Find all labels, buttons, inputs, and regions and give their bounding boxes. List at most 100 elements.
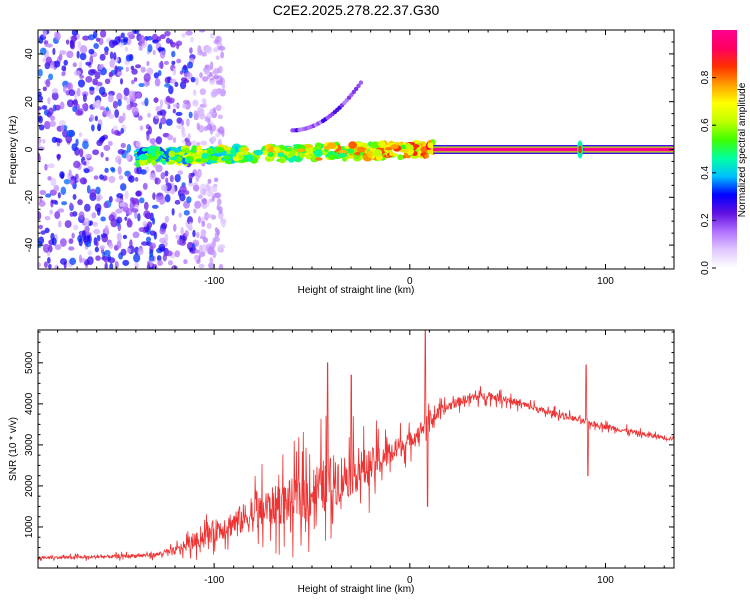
noise-blob (83, 168, 90, 174)
noise-blob (51, 237, 57, 246)
snr-series-line (38, 330, 674, 562)
signal-blob (273, 146, 281, 153)
noise-blob (214, 88, 223, 95)
spectrogram-y-tick-label: 0 (24, 146, 35, 152)
noise-blob (164, 30, 171, 37)
noise-blob (92, 149, 100, 156)
noise-blob (182, 103, 188, 109)
noise-blob (213, 177, 219, 183)
noise-blob (65, 39, 70, 45)
noise-blob (108, 241, 114, 249)
noise-blob (79, 148, 84, 158)
noise-blob (57, 220, 62, 228)
noise-blob (160, 172, 166, 180)
signal-blob (207, 159, 218, 164)
noise-blob (49, 209, 54, 215)
signal-blob (410, 155, 419, 159)
noise-blob (169, 78, 177, 84)
signal-blob (303, 144, 313, 149)
noise-blob (214, 192, 222, 199)
noise-blob (99, 245, 106, 250)
noise-blob (123, 95, 128, 101)
colorbar: 0.0 0.2 0.4 0.6 0.8 Normalized spectral ampl… (700, 30, 748, 275)
noise-blob (172, 137, 177, 143)
noise-blob (192, 100, 199, 107)
signal-blob (209, 155, 219, 161)
noise-blob (52, 88, 59, 94)
noise-blob (53, 60, 61, 68)
noise-blob (152, 192, 156, 200)
signal-blob (215, 146, 225, 153)
noise-blob (118, 42, 125, 47)
colorbar-ticks: 0.0 0.2 0.4 0.6 0.8 (700, 70, 716, 275)
noise-blob (175, 111, 183, 117)
noise-blob (188, 172, 193, 181)
trail-blob (356, 83, 361, 89)
noise-blob (182, 99, 190, 105)
noise-blob (61, 71, 66, 77)
noise-blob (69, 257, 77, 266)
noise-blob (112, 100, 118, 109)
noise-blob (114, 109, 120, 118)
noise-blob (181, 32, 186, 38)
noise-blob (96, 196, 101, 202)
noise-blob (157, 259, 163, 266)
signal-blob (377, 140, 386, 148)
signal-blob (298, 152, 305, 159)
noise-blob (45, 56, 52, 64)
spectrogram-y-tick-label: 40 (24, 48, 35, 60)
noise-blob (201, 76, 209, 82)
noise-blob (79, 45, 88, 54)
noise-blob (94, 115, 98, 122)
signal-blob (267, 152, 274, 158)
noise-blob (206, 222, 212, 230)
noise-blob (88, 48, 95, 55)
noise-blob (149, 173, 157, 181)
noise-blob (167, 104, 171, 110)
signal-blob (366, 150, 374, 158)
noise-blob (109, 262, 114, 269)
noise-blob (117, 99, 122, 107)
spectrogram-feature-3 (290, 80, 364, 133)
noise-blob (202, 197, 208, 206)
noise-blob (186, 72, 193, 80)
spectrogram-x-tick-label: 100 (597, 276, 614, 287)
noise-blob (42, 138, 46, 144)
noise-blob (148, 125, 152, 135)
noise-blob (58, 119, 67, 126)
noise-blob (185, 30, 193, 36)
noise-blob (120, 248, 127, 256)
signal-blob (168, 150, 176, 158)
noise-blob (196, 231, 200, 239)
noise-blob (61, 201, 68, 206)
noise-blob (44, 227, 50, 234)
noise-blob (197, 106, 202, 115)
noise-blob (171, 208, 175, 216)
noise-blob (92, 101, 98, 109)
noise-blob (82, 93, 87, 103)
noise-blob (209, 257, 214, 264)
snr-marks (38, 330, 674, 562)
noise-blob (213, 185, 218, 193)
noise-blob (158, 243, 166, 252)
noise-blob (153, 263, 158, 269)
noise-blob (187, 181, 194, 187)
noise-blob (206, 213, 213, 219)
noise-blob (45, 193, 52, 198)
noise-blob (160, 184, 168, 192)
noise-blob (100, 216, 106, 222)
signal-blob (201, 152, 208, 159)
noise-blob (104, 78, 111, 85)
signal-blob (338, 152, 348, 158)
noise-blob (131, 106, 139, 116)
noise-blob (206, 123, 213, 131)
noise-blob (116, 216, 123, 224)
noise-blob (39, 189, 47, 196)
noise-blob (114, 36, 121, 45)
signal-blob (384, 147, 393, 151)
noise-blob (50, 115, 56, 121)
noise-blob (162, 253, 167, 262)
noise-blob (159, 227, 166, 235)
noise-blob (97, 123, 102, 132)
noise-blob (50, 177, 57, 187)
